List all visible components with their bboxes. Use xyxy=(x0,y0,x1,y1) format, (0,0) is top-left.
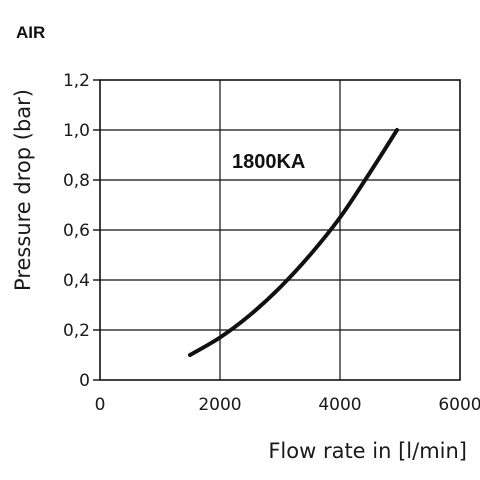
x-tick-label: 2000 xyxy=(198,395,241,415)
x-axis-label: Flow rate in [l/min] xyxy=(268,439,467,463)
y-tick-label: 1,0 xyxy=(63,121,90,141)
x-axis: 0 2000 4000 6000 xyxy=(95,395,480,415)
y-tick-label: 0,8 xyxy=(63,171,90,191)
x-tick-label: 0 xyxy=(95,395,106,415)
y-tick-label: 1,2 xyxy=(63,71,90,91)
y-tick-label: 0,4 xyxy=(63,271,90,291)
x-tick-label: 4000 xyxy=(318,395,361,415)
y-axis-label: Pressure drop (bar) xyxy=(11,89,35,291)
y-tick-label: 0,2 xyxy=(63,321,90,341)
series-line-1800ka xyxy=(188,128,399,357)
x-tick-label: 6000 xyxy=(438,395,480,415)
chart-title: AIR xyxy=(16,23,45,42)
series-label-1800ka: 1800KA xyxy=(232,151,305,173)
grid xyxy=(100,80,460,380)
y-tick-label: 0 xyxy=(79,371,90,391)
y-axis: 0 0,2 0,4 0,6 0,8 1,0 1,2 xyxy=(63,71,100,391)
y-tick-label: 0,6 xyxy=(63,221,90,241)
